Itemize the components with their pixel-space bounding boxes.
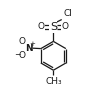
Text: O: O xyxy=(18,51,25,60)
Text: S: S xyxy=(50,22,57,32)
Text: CH₃: CH₃ xyxy=(45,77,62,86)
Text: +: + xyxy=(29,41,35,47)
Text: O: O xyxy=(62,23,69,31)
Text: O: O xyxy=(18,37,25,46)
Text: Cl: Cl xyxy=(63,9,72,18)
Text: O: O xyxy=(38,23,45,31)
Text: −: − xyxy=(14,50,21,59)
Text: N: N xyxy=(25,44,33,53)
